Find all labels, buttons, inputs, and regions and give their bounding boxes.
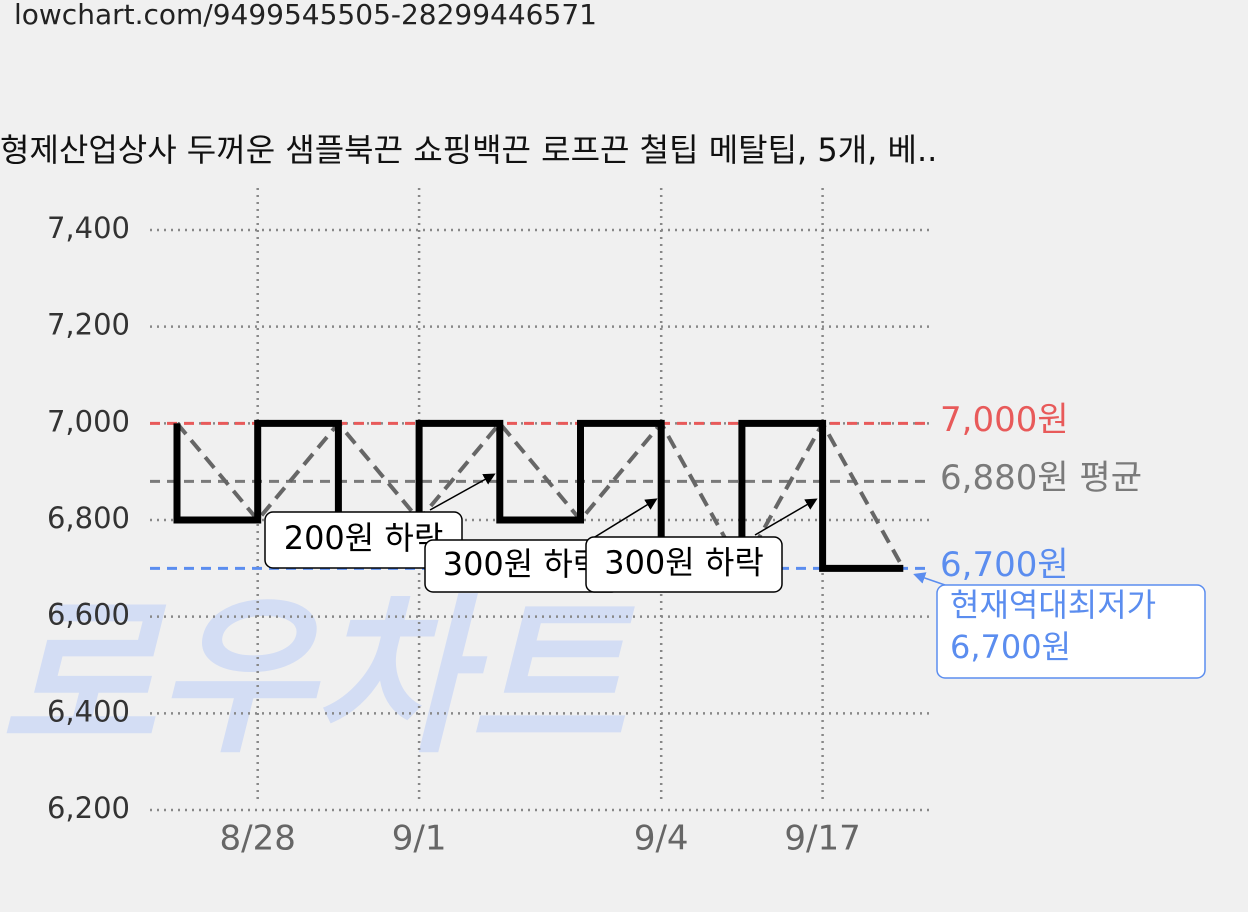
callout-text: 현재역대최저가	[950, 586, 1156, 624]
annotation-arrow	[754, 498, 818, 536]
chart-title: 형제산업상사 두꺼운 샘플북끈 쇼핑백끈 로프끈 철팁 메탈팁, 5개, 베..	[0, 131, 937, 169]
url: lowchart.com/9499545505-28299446571	[14, 0, 597, 31]
callout-box	[936, 584, 1206, 679]
annotation-text: 300원 하락	[604, 544, 764, 582]
y-tick-label: 6,600	[47, 598, 130, 632]
x-tick-label: 9/1	[392, 819, 447, 859]
y-tick-label: 6,800	[47, 501, 130, 535]
x-tick-label: 8/28	[220, 819, 296, 859]
annotation-text: 200원 하락	[284, 519, 444, 557]
reference-label: 6,880원 평균	[940, 458, 1142, 498]
annotation-text: 300원 하락	[443, 545, 603, 583]
annotation-arrow	[429, 473, 496, 511]
step-line	[173, 419, 904, 572]
callout-text: 6,700원	[950, 628, 1071, 666]
y-tick-label: 6,400	[47, 694, 130, 728]
reference-label: 6,700원	[940, 545, 1069, 585]
watermark: 로우차트	[0, 579, 635, 777]
callout-arrow	[913, 572, 946, 586]
y-tick-label: 7,000	[47, 404, 130, 438]
x-tick-label: 9/17	[784, 819, 860, 859]
y-tick-label: 6,200	[47, 791, 130, 825]
x-tick-label: 9/4	[634, 819, 689, 859]
annotation-box	[585, 536, 783, 593]
annotation-arrow	[589, 498, 658, 541]
reference-label: 7,000원	[940, 400, 1069, 440]
price-line	[175, 419, 906, 573]
y-tick-label: 7,200	[47, 308, 130, 342]
y-tick-label: 7,400	[47, 211, 130, 245]
